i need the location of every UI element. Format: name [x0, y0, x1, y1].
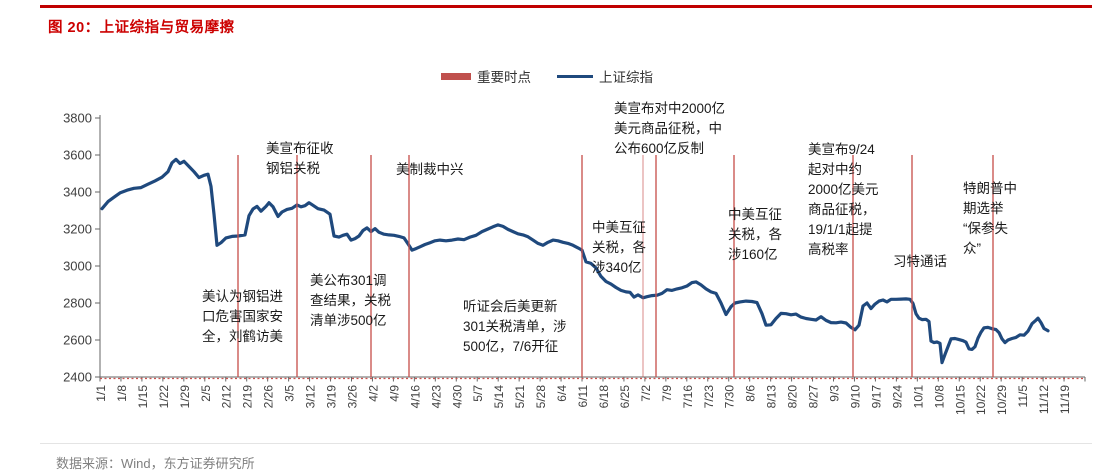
event-annotation-4: 美公布301调 查结果，关税 清单涉500亿 — [310, 273, 391, 328]
chart-legend: 重要时点 上证综指 — [0, 66, 1094, 86]
x-tick-label: 1/8 — [115, 385, 129, 402]
y-tick-label: 2800 — [63, 296, 92, 311]
legend-label-important-events: 重要时点 — [477, 70, 531, 85]
x-tick-label: 5/28 — [534, 385, 548, 409]
x-tick-label: 10/15 — [953, 385, 967, 415]
event-annotation-9: 美宣布9/24 起对中约 2000亿美元 商品征税， 19/1/1起提 高税率 — [808, 142, 879, 257]
x-tick-label: 7/16 — [681, 385, 695, 409]
x-tick-label: 6/11 — [576, 385, 590, 408]
x-tick-label: 4/9 — [387, 385, 401, 402]
x-tick-label: 7/23 — [702, 385, 716, 409]
x-tick-label: 1/22 — [157, 385, 171, 409]
legend-swatch-sse-composite — [557, 74, 593, 78]
x-tick-label: 1/15 — [136, 385, 150, 409]
event-annotation-5: 听证会后美更新 301关税清单，涉 500亿，7/6开征 — [463, 299, 567, 354]
sse-index-line — [100, 157, 1050, 365]
x-tick-label: 3/26 — [345, 385, 359, 409]
top-rule — [40, 5, 1092, 8]
x-tick-label: 9/17 — [869, 385, 883, 409]
y-tick-label: 3800 — [63, 111, 92, 126]
x-tick-label: 5/14 — [492, 385, 506, 409]
x-tick-label: 2/5 — [199, 385, 213, 402]
x-tick-label: 1/1 — [94, 385, 108, 402]
x-tick-label: 5/7 — [471, 385, 485, 402]
y-tick-label: 3600 — [63, 148, 92, 163]
x-tick-label: 4/16 — [408, 385, 422, 409]
event-annotation-8: 中美互征 关税，各 涉160亿 — [728, 207, 782, 262]
x-tick-label: 9/3 — [828, 385, 842, 402]
x-tick-label: 3/19 — [325, 385, 339, 409]
x-tick-label: 1/29 — [178, 385, 192, 409]
x-tick-label: 4/23 — [429, 385, 443, 409]
y-tick-label: 3200 — [63, 222, 92, 237]
event-annotation-10: 习特通话 — [893, 254, 947, 269]
x-tick-label: 9/24 — [890, 385, 904, 409]
x-tick-label: 7/2 — [639, 385, 653, 402]
event-annotation-3: 美认为钢铝进 口危害国家安 全，刘鹤访美 — [202, 289, 283, 344]
x-tick-label: 6/25 — [618, 385, 632, 409]
x-tick-label: 3/5 — [283, 385, 297, 402]
x-tick-label: 9/10 — [848, 385, 862, 409]
x-tick-label: 6/4 — [555, 385, 569, 402]
event-annotation-1: 美宣布征收 钢铝关税 — [266, 141, 334, 176]
x-tick-label: 6/18 — [597, 385, 611, 409]
event-annotation-6: 美宣布对中2000亿 美元商品征税，中 公布600亿反制 — [614, 101, 726, 156]
x-tick-label: 10/1 — [911, 385, 925, 409]
legend-item-important-events: 重要时点 — [441, 66, 531, 86]
x-tick-label: 3/12 — [304, 385, 318, 409]
y-tick-label: 2600 — [63, 333, 92, 348]
figure-title: 图 20：上证综指与贸易摩擦 — [48, 20, 235, 36]
x-tick-label: 8/27 — [807, 385, 821, 409]
x-tick-label: 5/21 — [513, 385, 527, 409]
x-tick-label: 8/6 — [744, 385, 758, 402]
x-tick-label: 11/19 — [1058, 385, 1072, 414]
x-tick-label: 10/29 — [995, 385, 1009, 415]
event-annotation-2: 美制裁中兴 — [396, 162, 464, 177]
x-tick-label: 2/26 — [262, 385, 276, 409]
x-tick-label: 11/12 — [1037, 385, 1051, 414]
legend-label-sse-composite: 上证综指 — [599, 70, 653, 85]
y-tick-label: 3000 — [63, 259, 92, 274]
x-tick-label: 7/9 — [660, 385, 674, 402]
x-tick-label: 4/2 — [366, 385, 380, 402]
x-tick-label: 8/13 — [765, 385, 779, 409]
x-tick-label: 11/5 — [1016, 385, 1030, 408]
x-tick-label: 8/20 — [786, 385, 800, 409]
footer-divider — [40, 443, 1092, 444]
x-tick-label: 10/8 — [932, 385, 946, 409]
event-annotation-7: 中美互征 关税，各 涉340亿 — [592, 220, 646, 275]
x-tick-label: 4/30 — [450, 385, 464, 409]
x-tick-label: 2/12 — [220, 385, 234, 409]
x-tick-label: 10/22 — [974, 385, 988, 415]
legend-item-sse-composite: 上证综指 — [557, 66, 653, 86]
event-annotation-11: 特朗普中 期选举 “保参失 众” — [963, 181, 1017, 256]
y-tick-label: 3400 — [63, 185, 92, 200]
data-source: 数据来源：Wind，东方证券研究所 — [56, 456, 255, 471]
y-tick-label: 2400 — [63, 370, 92, 385]
x-tick-label: 7/30 — [723, 385, 737, 409]
x-tick-label: 2/19 — [241, 385, 255, 409]
legend-swatch-important-events — [441, 72, 471, 80]
